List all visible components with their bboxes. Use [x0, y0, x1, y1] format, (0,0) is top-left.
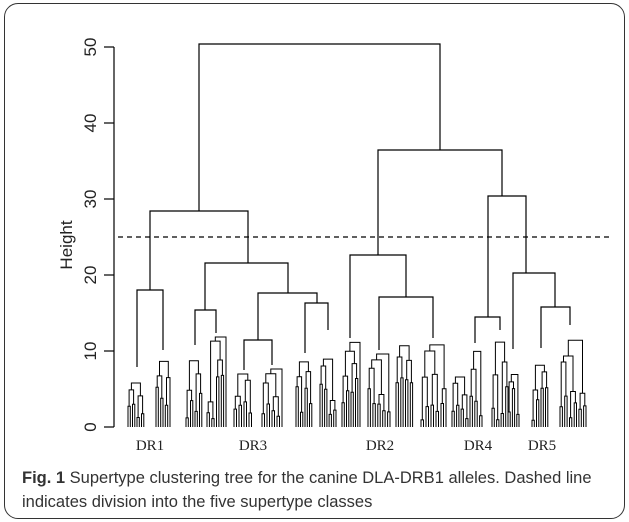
y-tick-label-10: 10	[81, 342, 100, 361]
y-tick-label-20: 20	[81, 266, 100, 285]
y-tick-label-50: 50	[81, 38, 100, 57]
caption-text: Supertype clustering tree for the canine…	[22, 469, 592, 511]
cluster-label-dr4: DR4	[464, 438, 493, 454]
y-tick-label-30: 30	[81, 190, 100, 209]
dendrogram-leaves	[127, 336, 587, 427]
cluster-label-dr3: DR3	[239, 438, 267, 454]
figure-caption: Fig. 1 Supertype clustering tree for the…	[22, 466, 612, 514]
dendrogram-plot: 0 10 20 30 40 50 Height DR1	[57, 38, 610, 454]
cluster-label-dr1: DR1	[136, 438, 164, 454]
dendrogram-branches	[136, 43, 571, 370]
caption-label: Fig. 1	[22, 469, 66, 487]
cluster-label-dr2: DR2	[366, 438, 394, 454]
cluster-label-dr5: DR5	[528, 438, 556, 454]
y-tick-label-0: 0	[81, 422, 100, 431]
figure-frame	[4, 3, 625, 519]
y-axis-label: Height	[57, 220, 76, 269]
y-tick-label-40: 40	[81, 114, 100, 133]
y-axis	[104, 46, 115, 428]
